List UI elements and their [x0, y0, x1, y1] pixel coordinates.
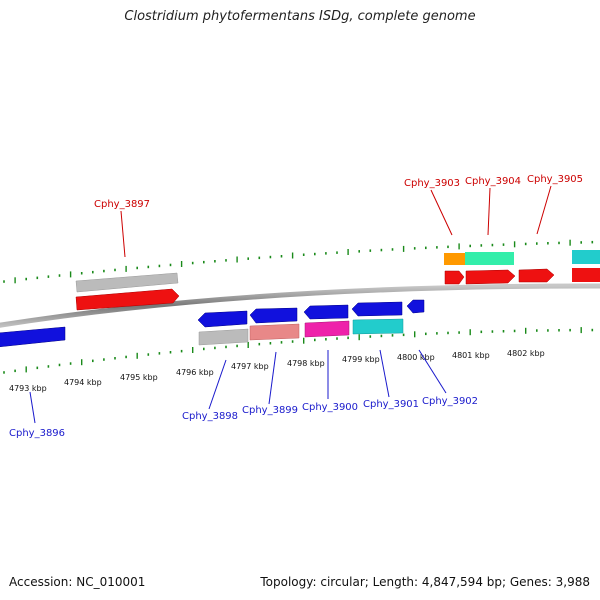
- feature-magenta[interactable]: [304, 320, 350, 338]
- gene-cphy-3900-arrow[interactable]: [303, 304, 349, 320]
- gene-cphy-3896-arrow[interactable]: [0, 326, 66, 348]
- scale-label: 4800 kbp: [397, 353, 435, 362]
- gene-edge-red[interactable]: [572, 268, 600, 282]
- gene-label-cphy-3897[interactable]: Cphy_3897: [94, 199, 150, 210]
- accession-label: Accession: NC_010001: [9, 575, 146, 589]
- reverse-gene-labels: Cphy_3896 Cphy_3898 Cphy_3899 Cphy_3900 …: [9, 349, 478, 439]
- scale-label: 4797 kbp: [231, 362, 269, 371]
- map-title: Clostridium phytofermentans ISDg, comple…: [124, 9, 476, 24]
- feature-grey[interactable]: [198, 328, 249, 346]
- gene-cphy-3904-arrow[interactable]: [465, 269, 516, 285]
- scale-label: 4794 kbp: [64, 378, 102, 387]
- forward-features: [75, 250, 600, 311]
- gene-cphy-3903-arrow[interactable]: [444, 270, 465, 285]
- scale-label: 4799 kbp: [342, 355, 380, 364]
- gene-label-cphy-3899[interactable]: Cphy_3899: [242, 405, 298, 416]
- scale-label: 4793 kbp: [9, 384, 47, 393]
- gene-label-cphy-3905[interactable]: Cphy_3905: [527, 174, 583, 185]
- scale-label: 4798 kbp: [287, 359, 325, 368]
- gene-label-cphy-3901[interactable]: Cphy_3901: [363, 399, 419, 410]
- gene-label-cphy-3902[interactable]: Cphy_3902: [422, 396, 478, 407]
- gene-cphy-3901-arrow[interactable]: [351, 301, 403, 317]
- feature-mint[interactable]: [465, 252, 514, 265]
- gene-label-cphy-3900[interactable]: Cphy_3900: [302, 402, 358, 413]
- gene-label-cphy-3904[interactable]: Cphy_3904: [465, 176, 521, 187]
- genome-backbone: [0, 283, 600, 328]
- scale-ticks-inner: [3, 327, 594, 374]
- topology-label: Topology: circular; Length: 4,847,594 bp…: [260, 575, 590, 589]
- gene-cphy-3898-arrow[interactable]: [197, 310, 248, 328]
- scale-label: 4796 kbp: [176, 368, 214, 377]
- feature-orange[interactable]: [444, 253, 465, 265]
- scale-label: 4795 kbp: [120, 373, 158, 382]
- feature-cyan[interactable]: [352, 318, 404, 335]
- forward-gene-labels: Cphy_3897 Cphy_3903 Cphy_3904 Cphy_3905: [94, 174, 583, 258]
- scale-labels: 4793 kbp 4794 kbp 4795 kbp 4796 kbp 4797…: [9, 349, 545, 393]
- scale-label: 4801 kbp: [452, 351, 490, 360]
- gene-label-cphy-3896[interactable]: Cphy_3896: [9, 428, 65, 439]
- feature-salmon[interactable]: [249, 323, 300, 341]
- reverse-features: [0, 299, 425, 348]
- gene-cphy-3902-arrow[interactable]: [406, 299, 425, 314]
- scale-ticks-outer: [3, 239, 594, 284]
- scale-label: 4802 kbp: [507, 349, 545, 358]
- gene-cphy-3905-arrow[interactable]: [518, 268, 555, 283]
- gene-cphy-3897-bar[interactable]: [75, 272, 179, 293]
- gene-label-cphy-3903[interactable]: Cphy_3903: [404, 178, 460, 189]
- gene-cphy-3897-arrow[interactable]: [75, 288, 180, 311]
- feature-cyan-edge[interactable]: [572, 250, 600, 264]
- gene-cphy-3899-arrow[interactable]: [249, 307, 298, 324]
- gene-label-cphy-3898[interactable]: Cphy_3898: [182, 411, 238, 422]
